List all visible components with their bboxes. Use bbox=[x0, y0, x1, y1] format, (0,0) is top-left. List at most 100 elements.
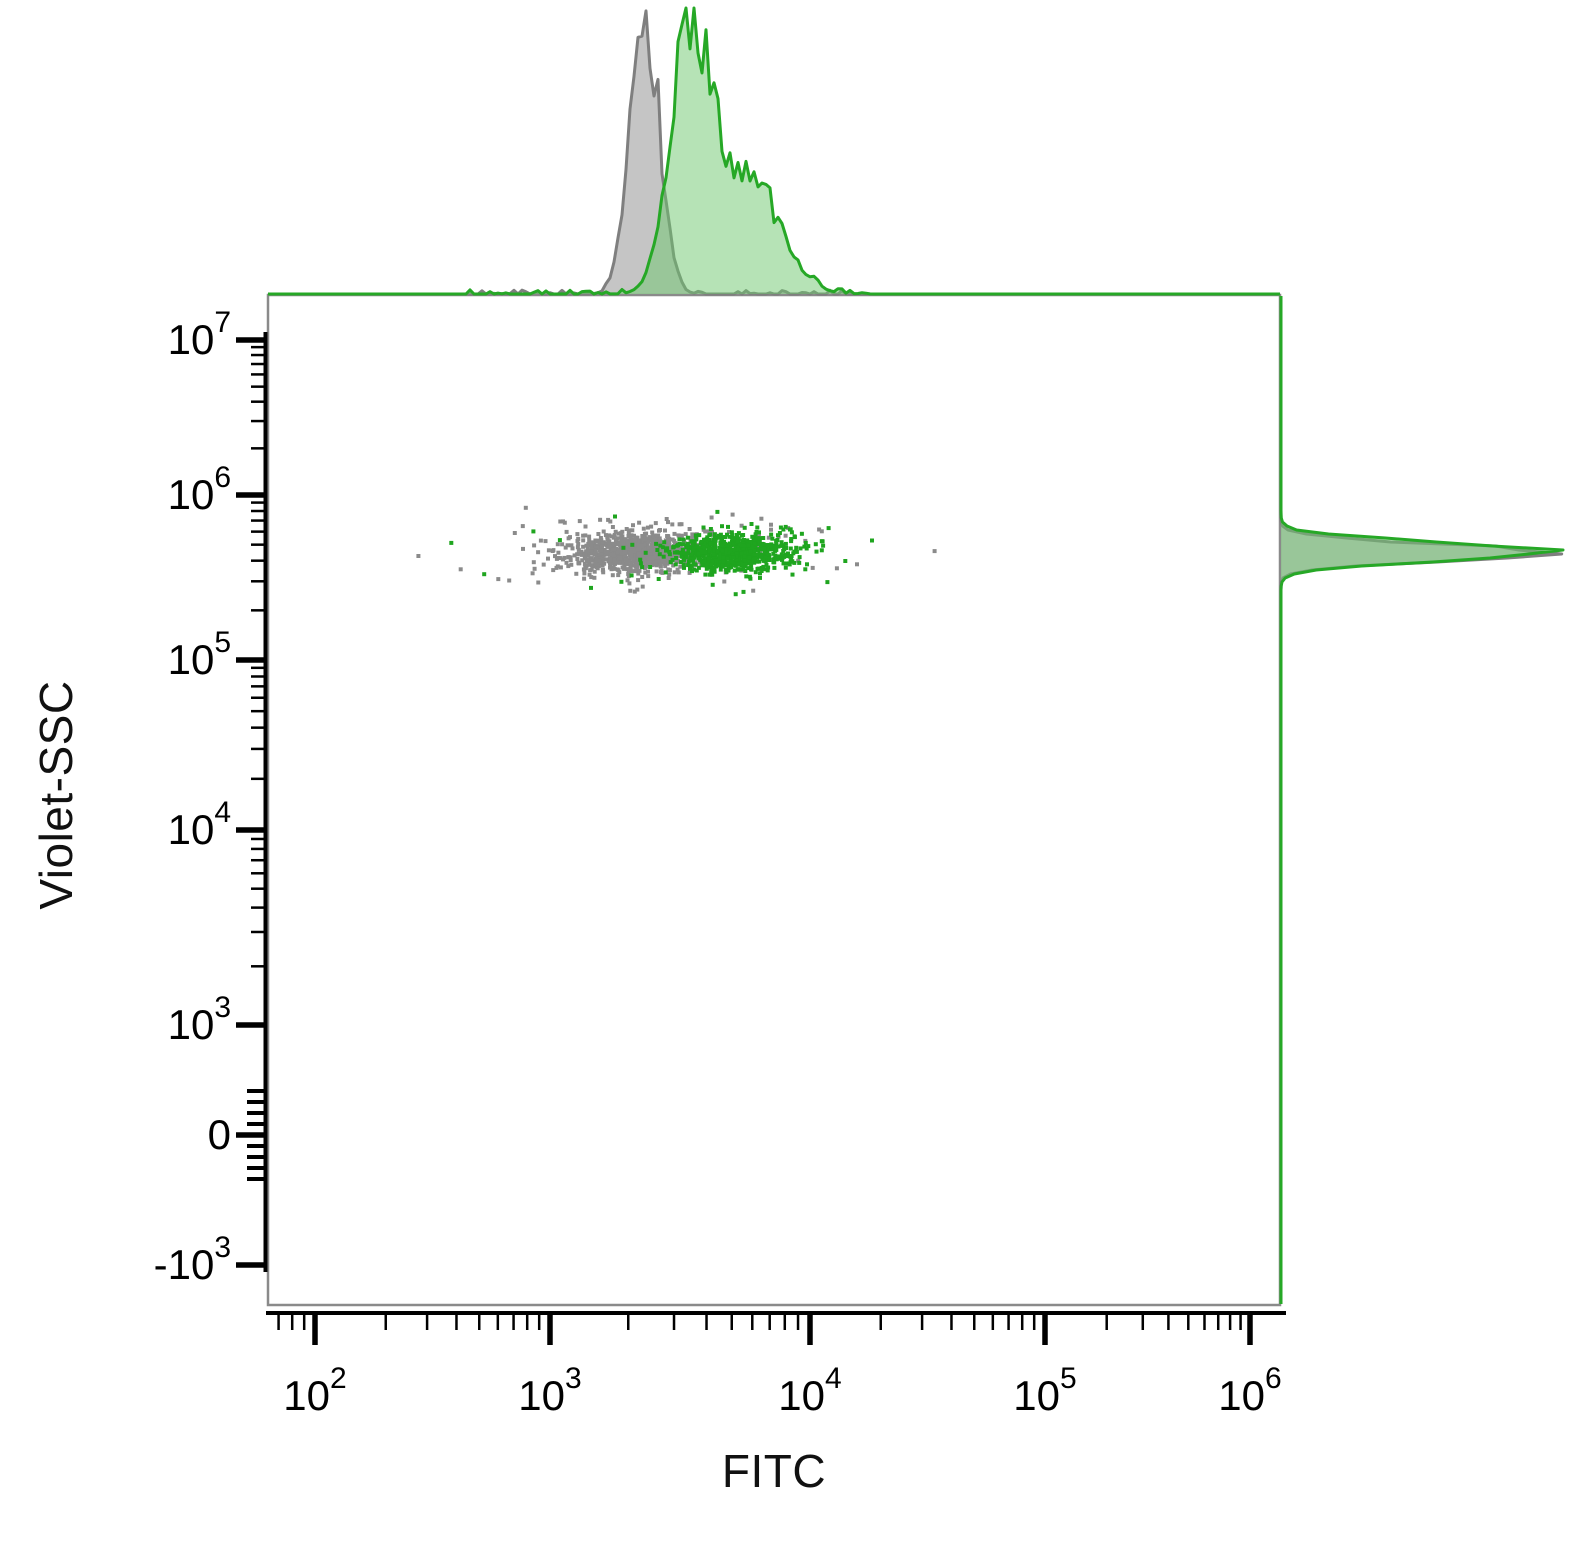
scatter-point bbox=[656, 577, 661, 581]
scatter-point bbox=[619, 551, 624, 556]
scatter-point bbox=[621, 545, 626, 550]
scatter-point bbox=[803, 540, 808, 545]
scatter-point bbox=[688, 558, 693, 563]
scatter-point bbox=[742, 562, 746, 567]
scatter-point bbox=[734, 557, 739, 562]
scatter-point bbox=[610, 547, 615, 552]
scatter-point bbox=[729, 564, 734, 569]
scatter-point bbox=[661, 554, 666, 559]
scatter-point bbox=[706, 552, 711, 557]
scatter-point bbox=[523, 505, 528, 510]
scatter-point bbox=[671, 544, 676, 549]
top-histogram-sample bbox=[268, 6, 1280, 296]
scatter-point bbox=[688, 555, 693, 560]
scatter-point bbox=[554, 565, 559, 570]
scatter-point bbox=[587, 534, 592, 539]
scatter-point bbox=[715, 556, 719, 561]
y-tick-label: 104 bbox=[168, 796, 231, 853]
scatter-point bbox=[734, 533, 739, 537]
scatter-point bbox=[601, 570, 606, 575]
scatter-point bbox=[753, 570, 758, 575]
scatter-point bbox=[586, 553, 591, 558]
y-tick-label: 107 bbox=[168, 306, 231, 363]
scatter-point bbox=[703, 529, 708, 534]
scatter-point bbox=[642, 542, 647, 547]
scatter-point bbox=[681, 551, 686, 556]
scatter-point bbox=[757, 554, 762, 559]
scatter-point bbox=[596, 532, 601, 536]
scatter-point bbox=[686, 551, 691, 556]
scatter-point bbox=[776, 544, 781, 549]
scatter-point bbox=[691, 545, 696, 549]
scatter-point bbox=[665, 534, 670, 538]
scatter-point bbox=[532, 566, 537, 571]
scatter-point bbox=[638, 561, 643, 566]
scatter-point bbox=[742, 554, 747, 559]
scatter-point bbox=[632, 589, 637, 594]
scatter-point bbox=[673, 562, 678, 567]
scatter-point bbox=[709, 569, 714, 574]
scatter-point bbox=[720, 548, 725, 553]
scatter-point bbox=[768, 544, 773, 549]
scatter-point bbox=[643, 562, 648, 566]
y-axis-title: Violet-SSC bbox=[30, 680, 82, 910]
scatter-point bbox=[594, 557, 599, 562]
scatter-point bbox=[726, 562, 731, 566]
scatter-point bbox=[654, 545, 659, 550]
scatter-point bbox=[797, 555, 802, 560]
scatter-point bbox=[759, 569, 764, 573]
scatter-point bbox=[651, 534, 656, 539]
scatter-point bbox=[761, 536, 766, 540]
scatter-point bbox=[591, 558, 595, 563]
scatter-point bbox=[731, 536, 735, 541]
scatter-point bbox=[587, 538, 592, 543]
scatter-point bbox=[608, 519, 613, 524]
scatter-point bbox=[611, 542, 616, 547]
scatter-point bbox=[640, 535, 645, 540]
scatter-point bbox=[726, 568, 731, 573]
scatter-point bbox=[585, 546, 590, 551]
scatter-point bbox=[646, 560, 651, 565]
scatter-point bbox=[591, 549, 596, 554]
scatter-point bbox=[794, 545, 799, 550]
scatter-point bbox=[557, 538, 562, 543]
x-tick-label: 102 bbox=[283, 1362, 346, 1419]
scatter-point bbox=[617, 570, 622, 575]
scatter-point bbox=[743, 569, 748, 573]
scatter-point bbox=[711, 552, 716, 557]
scatter-point bbox=[620, 565, 625, 570]
y-tick-label: 0 bbox=[208, 1111, 231, 1158]
y-tick-label: 105 bbox=[168, 626, 231, 683]
scatter-point bbox=[762, 550, 767, 555]
scatter-point bbox=[589, 556, 594, 561]
scatter-point bbox=[684, 555, 688, 560]
scatter-point bbox=[705, 535, 710, 540]
scatter-point bbox=[532, 543, 537, 548]
scatter-point bbox=[575, 557, 580, 561]
scatter-point bbox=[652, 554, 657, 558]
scatter-point bbox=[703, 563, 708, 568]
scatter-point bbox=[685, 541, 690, 546]
scatter-point bbox=[685, 535, 690, 540]
scatter-point bbox=[521, 546, 525, 551]
scatter-point bbox=[769, 522, 773, 527]
scatter-point bbox=[640, 565, 645, 570]
scatter-point bbox=[718, 550, 723, 554]
scatter-point bbox=[616, 540, 621, 545]
scatter-point bbox=[624, 545, 629, 550]
scatter-point bbox=[707, 547, 712, 551]
scatter-point bbox=[648, 552, 653, 557]
scatter-point bbox=[728, 544, 733, 549]
scatter-point bbox=[725, 543, 730, 548]
scatter-point bbox=[621, 556, 626, 560]
scatter-point bbox=[774, 547, 779, 552]
scatter-point bbox=[750, 534, 755, 539]
scatter-point bbox=[715, 549, 720, 553]
scatter-point bbox=[577, 519, 582, 524]
scatter-point bbox=[645, 554, 650, 559]
scatter-point bbox=[718, 567, 723, 572]
scatter-point bbox=[770, 536, 775, 541]
scatter-point bbox=[600, 567, 605, 572]
scatter-point bbox=[663, 564, 668, 569]
